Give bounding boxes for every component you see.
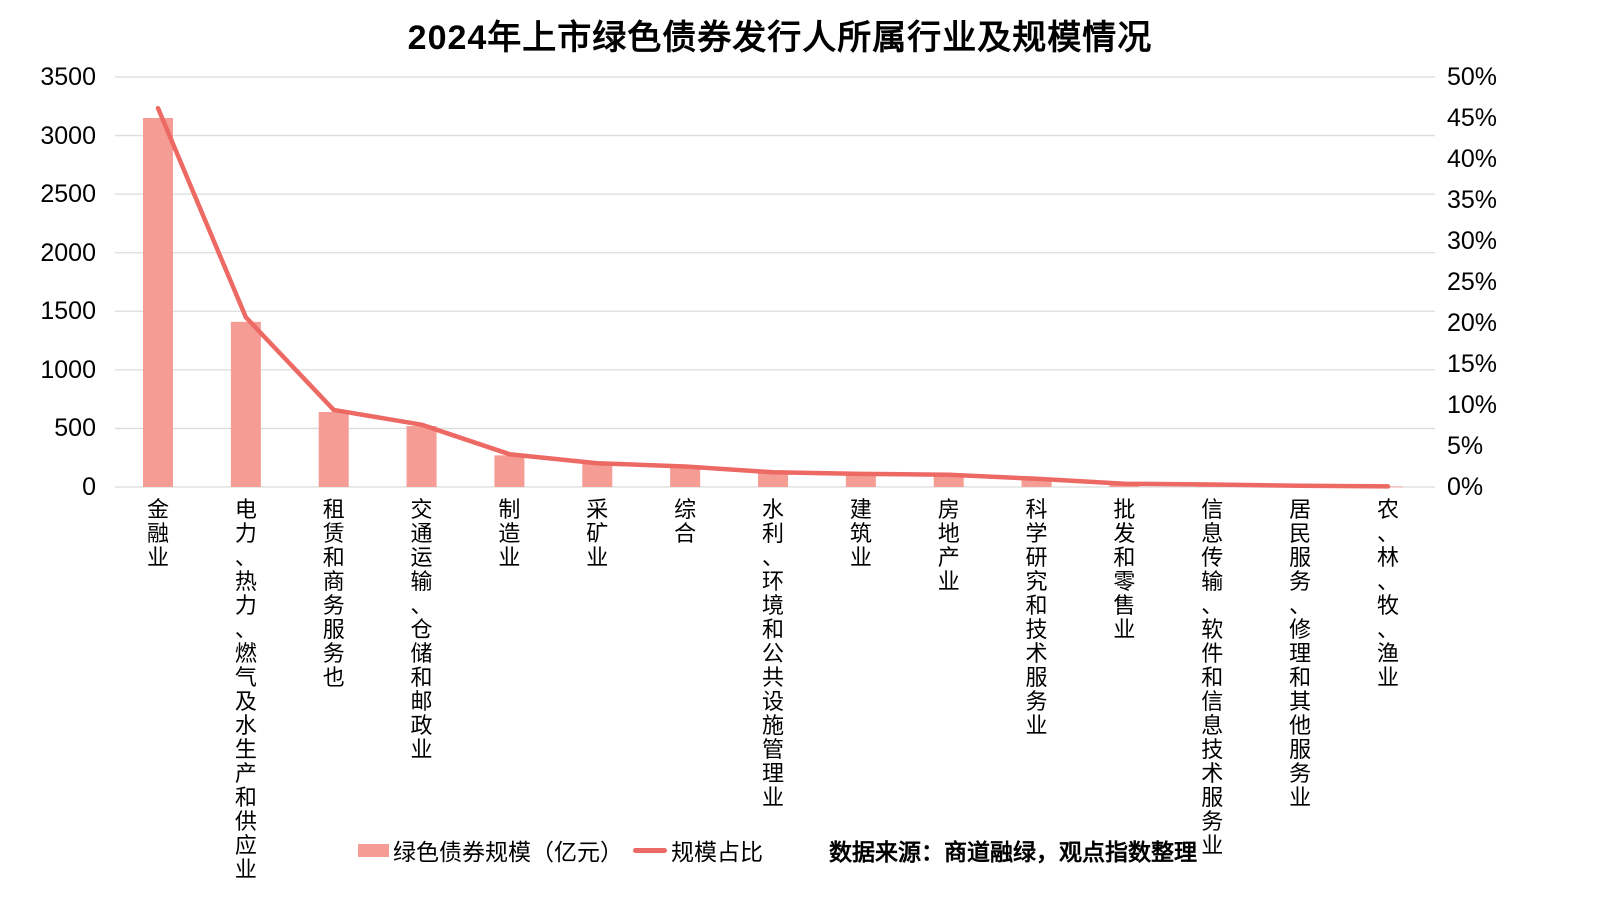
- x-axis-category-label: 金融业: [146, 497, 169, 570]
- x-axis-category-label: 电力、热力、燃气及水生产和供应业: [234, 497, 257, 882]
- bar: [318, 412, 349, 487]
- bar: [758, 472, 788, 487]
- x-axis-category-label: 居民服务、修理和其他服务业: [1289, 497, 1312, 810]
- y-axis-left-tick: 500: [54, 414, 96, 443]
- y-axis-right-tick: 10%: [1447, 391, 1498, 419]
- x-axis-category-label: 租赁和商务服务也: [322, 497, 345, 690]
- bar: [143, 118, 173, 487]
- x-axis-category-label: 建筑业: [849, 497, 872, 570]
- trend-line: [155, 105, 1391, 489]
- y-axis-right-tick: 25%: [1447, 268, 1498, 296]
- y-axis-right-tick: 15%: [1447, 350, 1498, 378]
- y-axis-right-tick: 20%: [1447, 309, 1498, 337]
- bar: [582, 463, 613, 487]
- x-axis-category-label: 房地产业: [937, 497, 960, 594]
- x-axis-category-label: 水利、环境和公共设施管理业: [761, 497, 784, 810]
- y-axis-right-tick: 45%: [1447, 104, 1498, 132]
- x-axis-category-label: 综合: [674, 497, 697, 546]
- y-axis-left-tick: 3000: [40, 121, 96, 150]
- legend-item-bar-series: 绿色债券规模（亿元）: [358, 833, 623, 867]
- x-axis-category-label: 信息传输、软件和信息技术服务业: [1201, 497, 1224, 858]
- legend-item-line-series: 规模占比: [633, 833, 763, 867]
- y-axis-right-tick: 5%: [1447, 432, 1484, 460]
- line-series-swatch: [633, 847, 667, 853]
- y-axis-left-tick: 1000: [40, 355, 96, 384]
- chart-title: 2024年上市绿色债券发行人所属行业及规模情况: [407, 19, 1153, 57]
- bar: [494, 455, 525, 487]
- bar: [1021, 479, 1052, 487]
- bar: [406, 426, 437, 487]
- x-axis-category-label: 批发和零售业: [1113, 497, 1136, 642]
- y-axis-right-tick: 40%: [1447, 145, 1498, 173]
- legend-line-label: 规模占比: [671, 839, 763, 865]
- y-axis-right-tick: 35%: [1447, 186, 1498, 214]
- y-axis-left-tick: 1500: [40, 297, 96, 326]
- y-axis-right-tick: 0%: [1447, 473, 1484, 501]
- legend-bar-label: 绿色债券规模（亿元）: [393, 839, 623, 865]
- bar: [670, 467, 701, 487]
- x-axis-category-label: 制造业: [498, 497, 521, 570]
- x-axis-category-label: 农、林、牧、渔业: [1376, 497, 1399, 690]
- y-axis-left-tick: 2000: [40, 238, 96, 267]
- bar-series-swatch: [358, 843, 389, 857]
- legend: 绿色债券规模（亿元） 规模占比: [0, 833, 1600, 867]
- x-axis-category-label: 采矿业: [586, 497, 609, 570]
- y-axis-right-tick: 30%: [1447, 227, 1498, 255]
- y-axis-left-tick: 2500: [40, 180, 96, 209]
- y-axis-left-tick: 0: [82, 473, 96, 501]
- source-note: 数据来源：商道融绿，观点指数整理: [829, 839, 1197, 865]
- bar: [230, 321, 261, 487]
- y-axis-right-tick: 50%: [1447, 63, 1498, 91]
- y-axis-left-tick: 3500: [40, 63, 96, 91]
- bar: [933, 475, 964, 487]
- bar: [845, 474, 876, 487]
- x-axis-category-label: 科学研究和技术服务业: [1025, 497, 1048, 738]
- x-axis-category-label: 交通运输、仓储和邮政业: [410, 497, 433, 762]
